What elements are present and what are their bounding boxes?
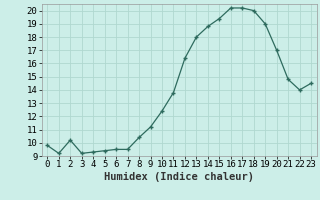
X-axis label: Humidex (Indice chaleur): Humidex (Indice chaleur) — [104, 172, 254, 182]
